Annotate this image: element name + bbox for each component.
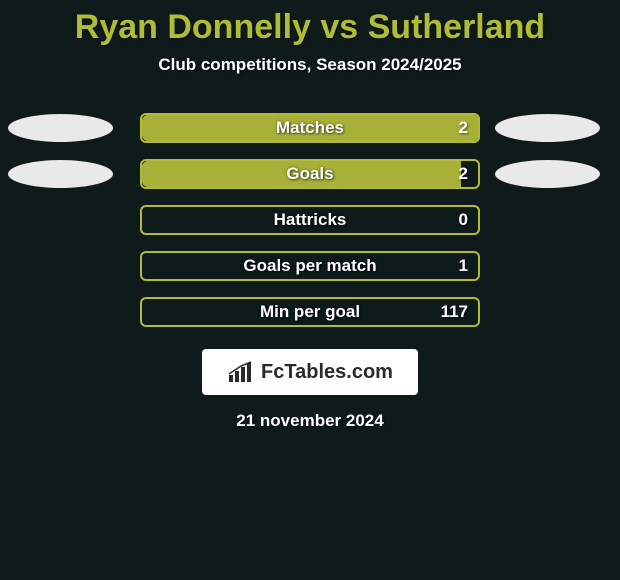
left-marker [8, 160, 113, 188]
stat-row: Goals2 [0, 151, 620, 197]
bar-label: Hattricks [142, 210, 478, 230]
stat-row: Goals per match1 [0, 243, 620, 289]
bar-chart-icon [227, 361, 257, 383]
left-marker [8, 114, 113, 142]
bar-value: 117 [441, 302, 468, 322]
comparison-card: Ryan Donnelly vs Sutherland Club competi… [0, 0, 620, 580]
bar-track: Min per goal117 [140, 297, 480, 327]
bar-track: Goals per match1 [140, 251, 480, 281]
bar-value: 2 [459, 164, 468, 184]
stat-row: Min per goal117 [0, 289, 620, 335]
bar-value: 1 [459, 256, 468, 276]
stat-row: Hattricks0 [0, 197, 620, 243]
bar-track: Matches2 [140, 113, 480, 143]
logo-box: FcTables.com [202, 349, 418, 395]
bar-fill [142, 161, 461, 187]
bar-track: Hattricks0 [140, 205, 480, 235]
right-marker [495, 114, 600, 142]
page-title: Ryan Donnelly vs Sutherland [0, 0, 620, 47]
bar-fill [142, 115, 478, 141]
bar-value: 0 [459, 210, 468, 230]
logo-text: FcTables.com [261, 361, 393, 384]
comparison-chart: Matches2Goals2Hattricks0Goals per match1… [0, 105, 620, 335]
stat-row: Matches2 [0, 105, 620, 151]
bar-value: 2 [459, 118, 468, 138]
bar-track: Goals2 [140, 159, 480, 189]
right-marker [495, 160, 600, 188]
bar-label: Min per goal [142, 302, 478, 322]
subtitle: Club competitions, Season 2024/2025 [0, 55, 620, 75]
date-line: 21 november 2024 [0, 411, 620, 431]
bar-label: Goals per match [142, 256, 478, 276]
